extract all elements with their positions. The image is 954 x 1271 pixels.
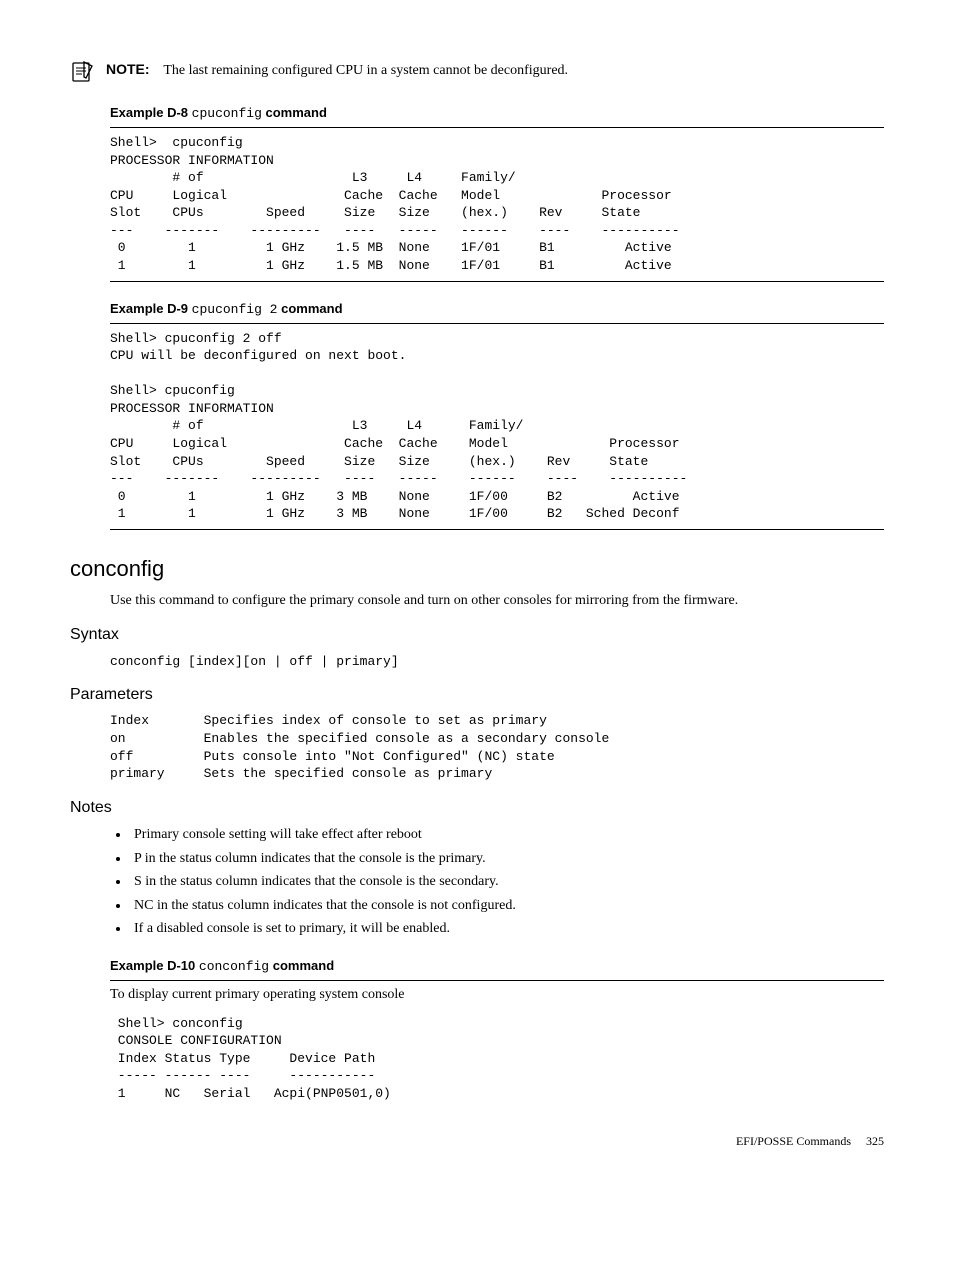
note-icon — [70, 60, 94, 84]
example-d10-intro: To display current primary operating sys… — [110, 985, 884, 1005]
example-d8-cmd: cpuconfig — [192, 106, 262, 121]
divider — [110, 281, 884, 282]
example-d9-block: Shell> cpuconfig 2 off CPU will be decon… — [110, 330, 884, 523]
list-item: S in the status column indicates that th… — [130, 872, 884, 892]
example-d8-block: Shell> cpuconfig PROCESSOR INFORMATION #… — [110, 134, 884, 274]
list-item: NC in the status column indicates that t… — [130, 896, 884, 916]
parameters-heading: Parameters — [70, 684, 884, 706]
example-d8-label: Example D-8 — [110, 105, 188, 120]
example-d10-block: Shell> conconfig CONSOLE CONFIGURATION I… — [110, 1015, 884, 1103]
notes-list: Primary console setting will take effect… — [130, 825, 884, 939]
footer-text: EFI/POSSE Commands — [736, 1134, 851, 1148]
divider — [110, 529, 884, 530]
example-d9-cmd: cpuconfig 2 — [192, 302, 278, 317]
divider — [110, 323, 884, 324]
example-d9-suffix: command — [281, 301, 342, 316]
page-footer: EFI/POSSE Commands 325 — [70, 1133, 884, 1150]
note-text: The last remaining configured CPU in a s… — [163, 63, 568, 78]
syntax-heading: Syntax — [70, 624, 884, 646]
example-d10-suffix: command — [273, 958, 334, 973]
divider — [110, 980, 884, 981]
parameters-block: Index Specifies index of console to set … — [110, 712, 884, 782]
example-d10-heading: Example D-10 conconfig command — [110, 957, 884, 976]
note-label: NOTE: — [106, 61, 150, 77]
note-row: NOTE: The last remaining configured CPU … — [70, 60, 884, 84]
syntax-block: conconfig [index][on | off | primary] — [110, 653, 884, 671]
divider — [110, 127, 884, 128]
list-item: If a disabled console is set to primary,… — [130, 919, 884, 939]
notes-heading: Notes — [70, 797, 884, 819]
example-d9-heading: Example D-9 cpuconfig 2 command — [110, 300, 884, 319]
note-content: NOTE: The last remaining configured CPU … — [106, 60, 568, 81]
conconfig-desc: Use this command to configure the primar… — [110, 591, 884, 611]
footer-page: 325 — [866, 1134, 884, 1148]
example-d8-heading: Example D-8 cpuconfig command — [110, 104, 884, 123]
example-d9-label: Example D-9 — [110, 301, 188, 316]
list-item: P in the status column indicates that th… — [130, 849, 884, 869]
example-d10-cmd: conconfig — [199, 959, 269, 974]
conconfig-heading: conconfig — [70, 554, 884, 585]
example-d10-label: Example D-10 — [110, 958, 195, 973]
list-item: Primary console setting will take effect… — [130, 825, 884, 845]
example-d8-suffix: command — [266, 105, 327, 120]
